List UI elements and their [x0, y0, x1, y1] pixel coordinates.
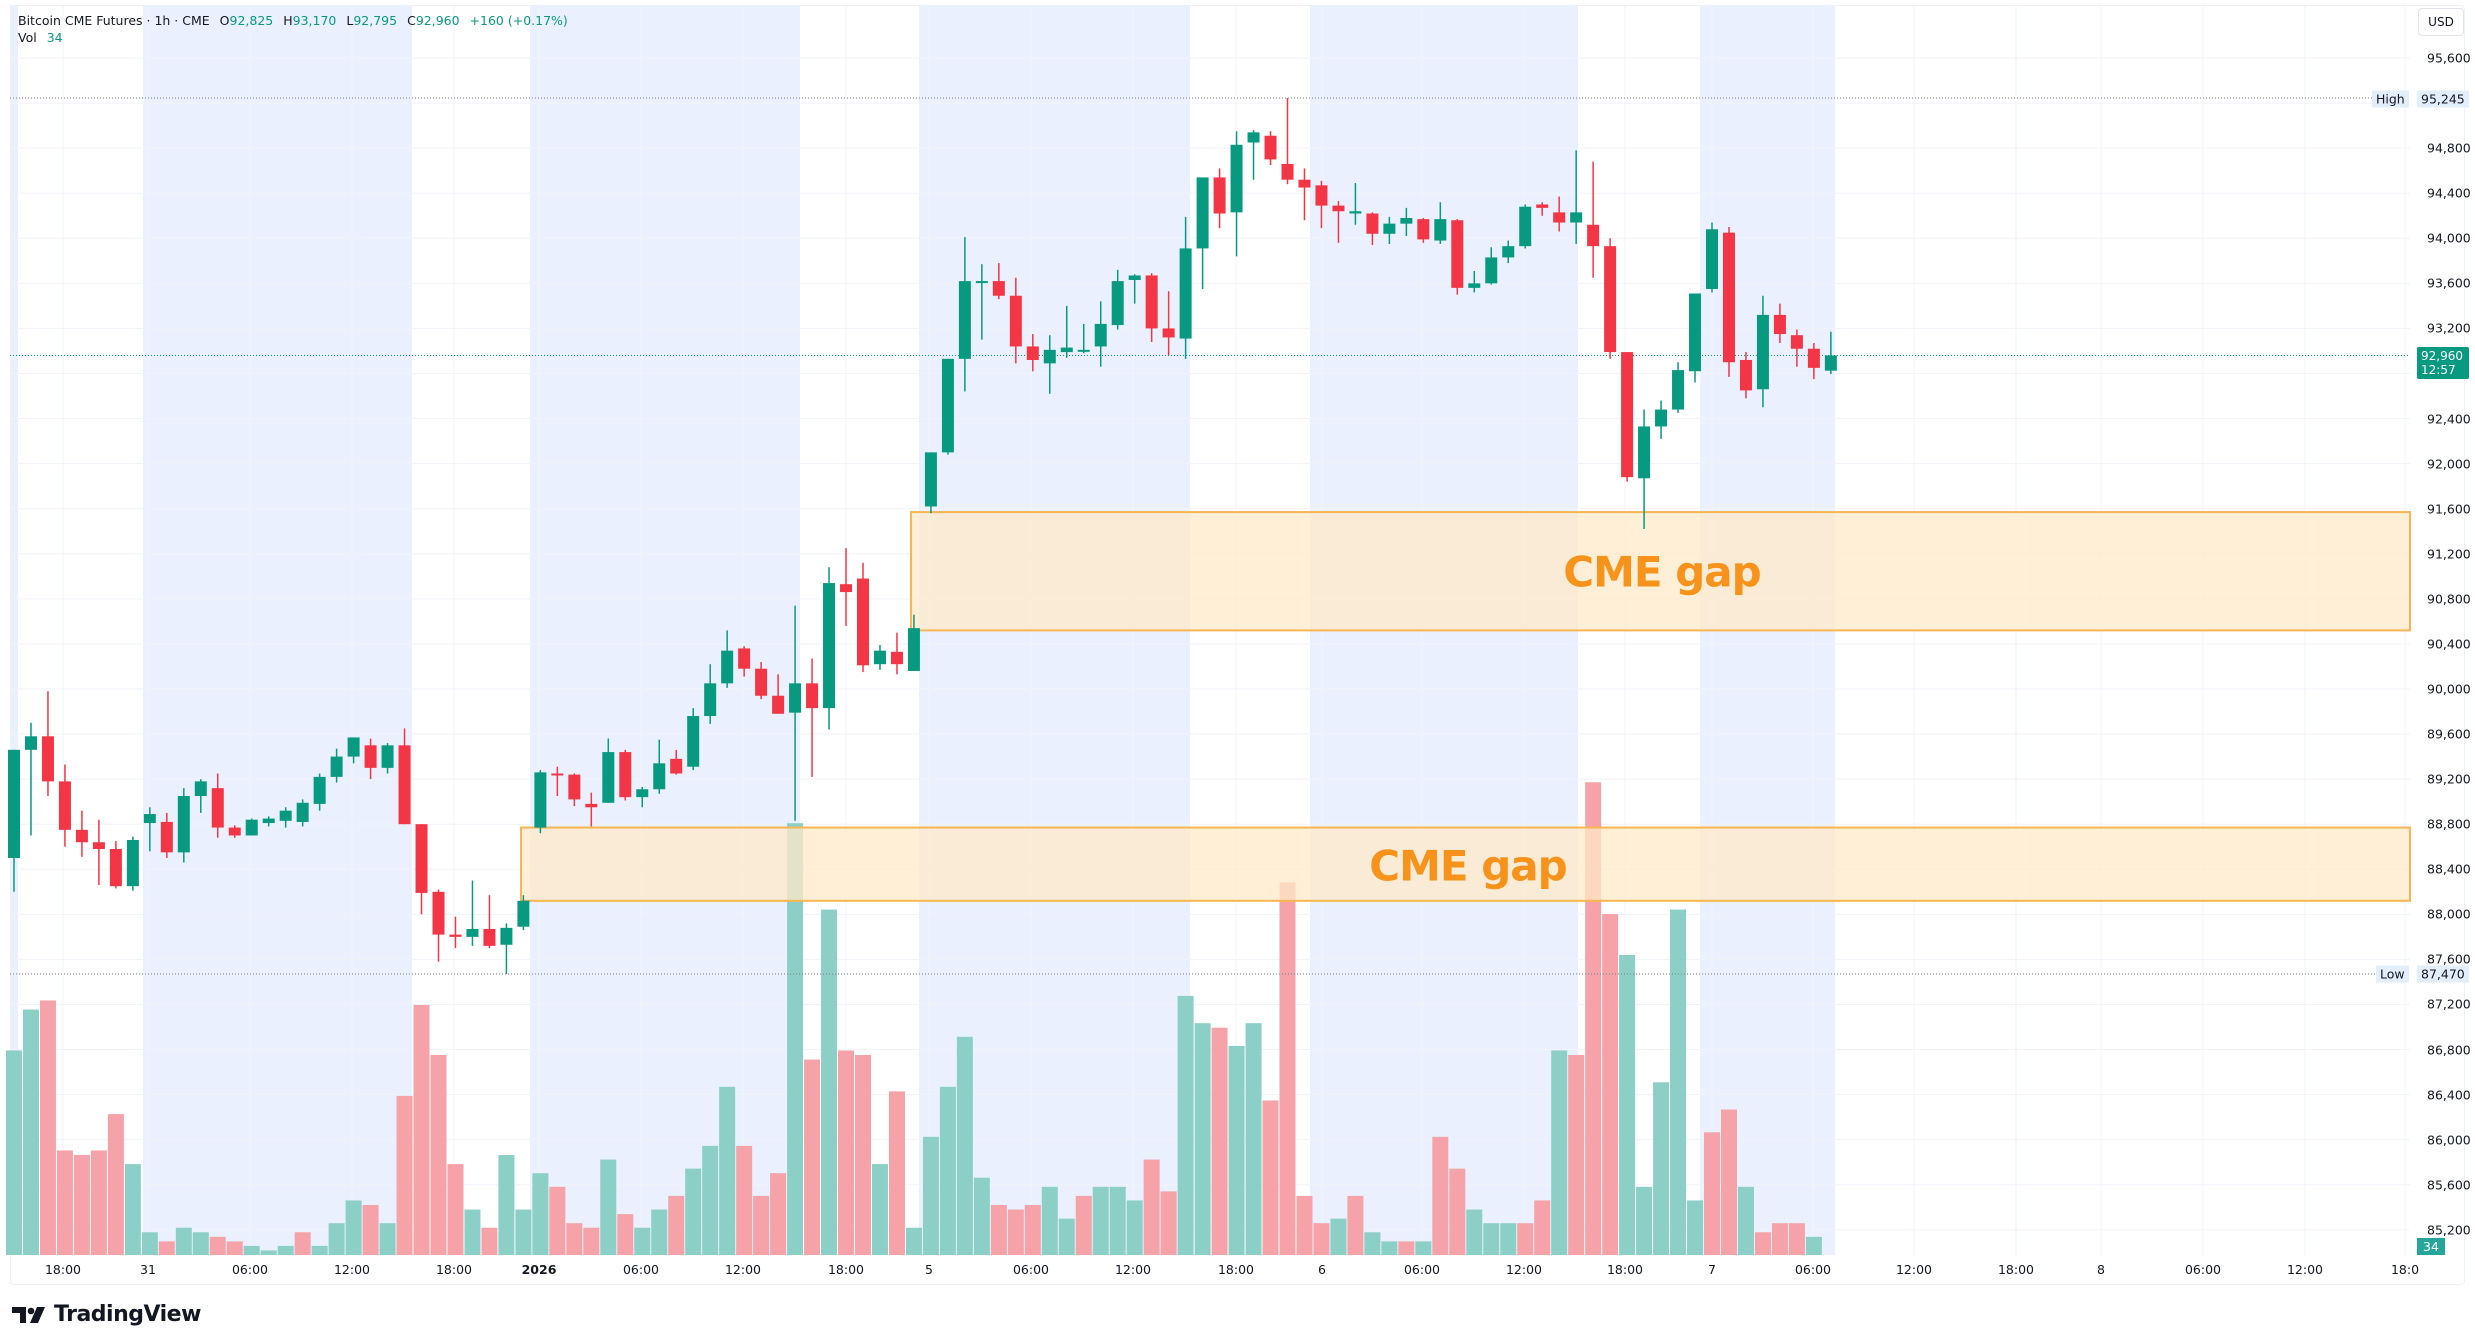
- high-marker-label: High: [2372, 90, 2409, 108]
- price-tick: 95,600: [2427, 50, 2471, 66]
- cme-gap-boxes: [520, 511, 2411, 902]
- time-tick: 18:00: [1997, 1262, 2035, 1277]
- time-tick: 18:00: [827, 1262, 865, 1277]
- time-tick: 12:00: [2286, 1262, 2324, 1277]
- time-tick: 12:00: [724, 1262, 762, 1277]
- price-tick: 90,000: [2427, 681, 2471, 697]
- price-tick: 93,600: [2427, 275, 2471, 291]
- price-tick: 93,200: [2427, 320, 2471, 336]
- price-tick: 86,000: [2427, 1132, 2471, 1148]
- tradingview-logo[interactable]: TradingView: [12, 1302, 201, 1327]
- time-tick: 12:00: [1114, 1262, 1152, 1277]
- price-tick: 92,000: [2427, 456, 2471, 472]
- close-value: 92,960: [415, 13, 460, 28]
- low-price-tag: 87,470: [2417, 965, 2469, 983]
- price-tick: 94,000: [2427, 230, 2471, 246]
- time-tick: 18:00: [435, 1262, 473, 1277]
- price-tick: 94,400: [2427, 185, 2471, 201]
- time-tick: 06:00: [1794, 1262, 1832, 1277]
- price-tick: 86,400: [2427, 1087, 2471, 1103]
- cme-gap-label: CME gap: [1563, 547, 1761, 597]
- price-tick: 89,200: [2427, 771, 2471, 787]
- time-tick: 18:00: [1217, 1262, 1255, 1277]
- series-legend[interactable]: Bitcoin CME Futures · 1h · CME O92,825 H…: [18, 12, 568, 46]
- price-tick: 89,600: [2427, 726, 2471, 742]
- open-value: 92,825: [229, 13, 274, 28]
- high-value: 93,170: [292, 13, 337, 28]
- price-tick: 87,200: [2427, 996, 2471, 1012]
- price-tick: 92,400: [2427, 411, 2471, 427]
- low-marker-label: Low: [2376, 965, 2409, 983]
- high-price-tag: 95,245: [2417, 90, 2469, 108]
- time-tick: 06:00: [231, 1262, 269, 1277]
- cme-gap-label: CME gap: [1369, 841, 1567, 891]
- brand-name: TradingView: [54, 1302, 201, 1327]
- price-tick: 85,600: [2427, 1177, 2471, 1193]
- price-tick: 88,800: [2427, 816, 2471, 832]
- candlesticks: [8, 97, 1837, 975]
- time-tick: 6: [1318, 1262, 1326, 1277]
- legend-volume-row: Vol 34: [18, 30, 63, 45]
- last-price-tag: 92,960 12:57: [2417, 347, 2469, 379]
- time-tick: 18:00: [44, 1262, 82, 1277]
- price-tick: 88,000: [2427, 906, 2471, 922]
- price-tick: 90,800: [2427, 591, 2471, 607]
- time-tick: 7: [1708, 1262, 1716, 1277]
- price-tick: 91,200: [2427, 546, 2471, 562]
- price-tick: 85,200: [2427, 1222, 2471, 1238]
- bar-countdown: 12:57: [2421, 363, 2456, 377]
- time-tick: 18:0: [2390, 1262, 2420, 1277]
- time-tick: 8: [2097, 1262, 2105, 1277]
- high-low-lines: [10, 97, 2410, 975]
- legend-ohlc-row: Bitcoin CME Futures · 1h · CME O92,825 H…: [18, 13, 568, 28]
- time-tick: 06:00: [2184, 1262, 2222, 1277]
- currency-button[interactable]: USD: [2418, 8, 2464, 36]
- volume-value: 34: [46, 30, 63, 45]
- price-tick: 87,600: [2427, 951, 2471, 967]
- time-tick: 12:00: [1505, 1262, 1543, 1277]
- time-tick: 06:00: [622, 1262, 660, 1277]
- time-tick: 12:00: [333, 1262, 371, 1277]
- tradingview-logo-icon: [12, 1306, 45, 1323]
- time-tick: 31: [140, 1262, 156, 1277]
- volume-bars: [6, 782, 1822, 1255]
- price-tick: 91,600: [2427, 501, 2471, 517]
- price-tick: 86,800: [2427, 1042, 2471, 1058]
- price-tick: 88,400: [2427, 861, 2471, 877]
- symbol-title: Bitcoin CME Futures · 1h · CME: [18, 13, 210, 28]
- low-value: 92,795: [353, 13, 398, 28]
- volume-tag: 34: [2417, 1238, 2445, 1255]
- time-tick: 2026: [521, 1262, 557, 1277]
- time-tick: 12:00: [1895, 1262, 1933, 1277]
- time-tick: 18:00: [1606, 1262, 1644, 1277]
- change-value: +160 (+0.17%): [469, 13, 568, 28]
- time-tick: 5: [925, 1262, 933, 1277]
- price-tick: 94,800: [2427, 140, 2471, 156]
- time-tick: 06:00: [1403, 1262, 1441, 1277]
- price-tick: 90,400: [2427, 636, 2471, 652]
- time-tick: 06:00: [1012, 1262, 1050, 1277]
